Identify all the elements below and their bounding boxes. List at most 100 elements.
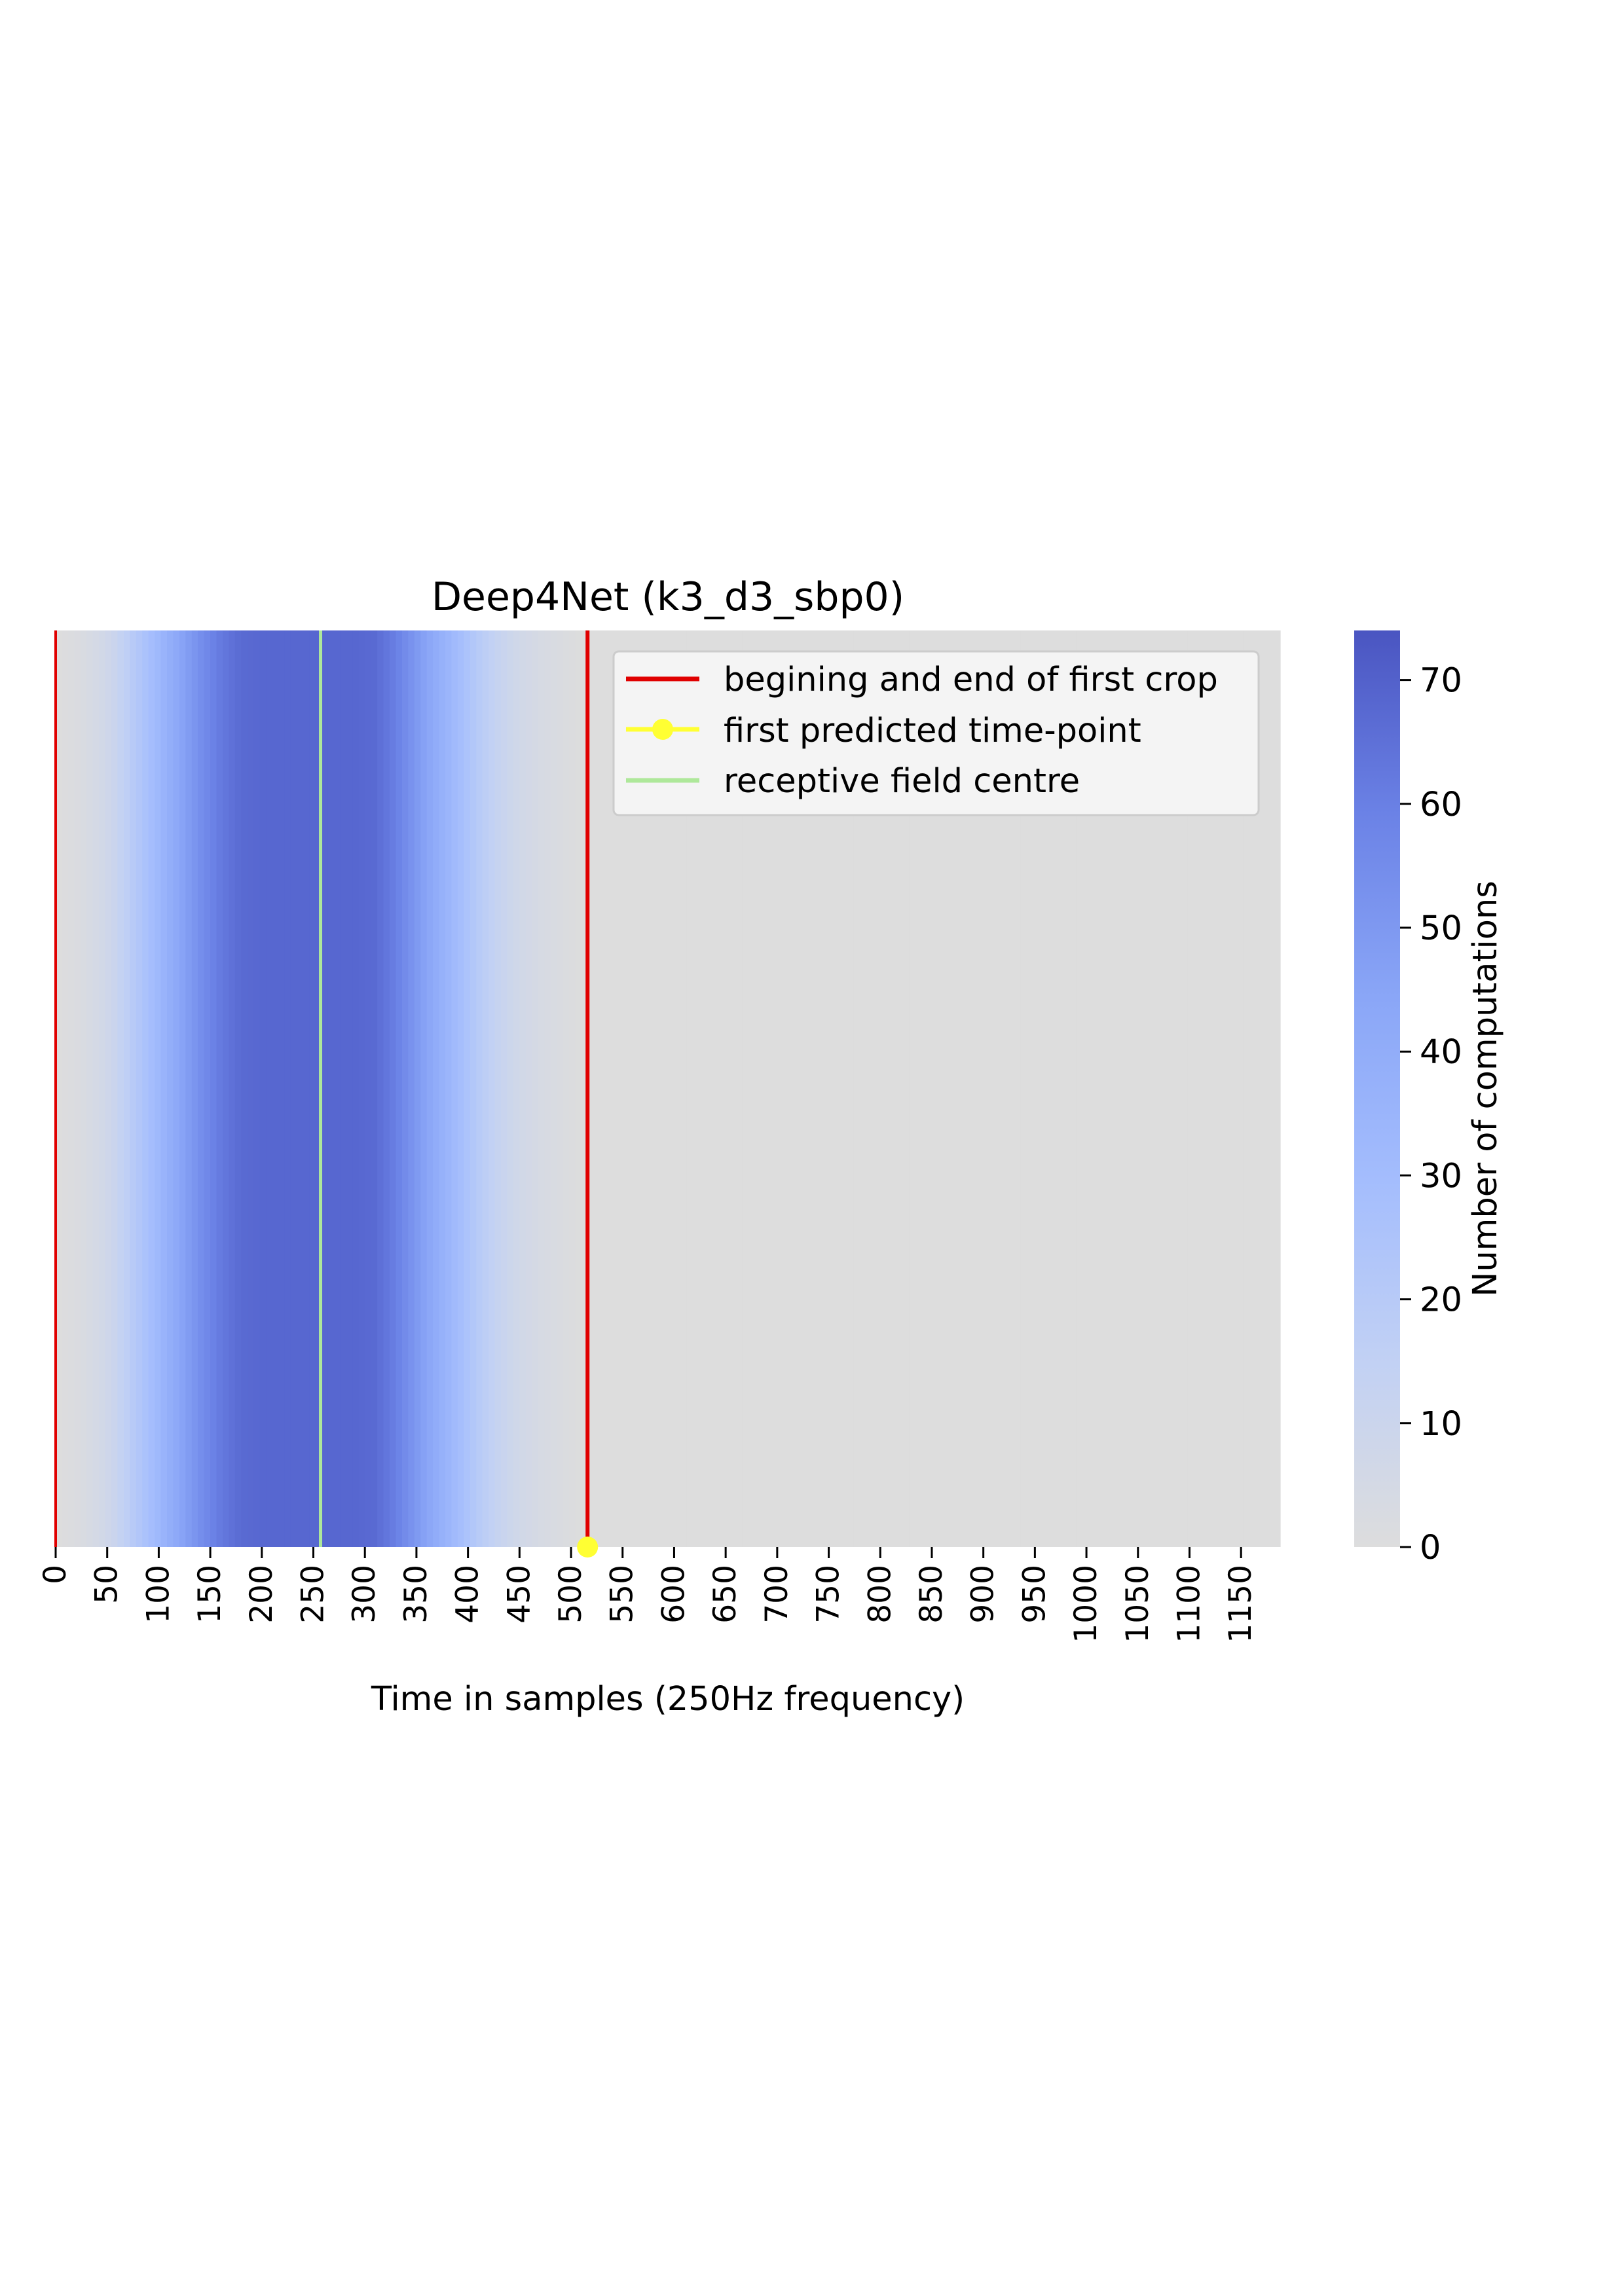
heatmap-cell bbox=[247, 630, 254, 1547]
heatmap-cell bbox=[1162, 630, 1170, 1547]
heatmap-cell bbox=[241, 630, 248, 1547]
heatmap-cell bbox=[1094, 630, 1101, 1547]
heatmap-cell bbox=[1137, 630, 1145, 1547]
heatmap-cell bbox=[457, 630, 464, 1547]
heatmap-cell bbox=[1274, 630, 1281, 1547]
heatmap-cell bbox=[1132, 630, 1139, 1547]
heatmap-cell bbox=[742, 630, 749, 1547]
heatmap-cell bbox=[80, 630, 87, 1547]
heatmap-cell bbox=[1181, 630, 1188, 1547]
heatmap-cell bbox=[699, 630, 706, 1547]
heatmap-cell bbox=[92, 630, 100, 1547]
heatmap-cell bbox=[105, 630, 112, 1547]
heatmap-cell bbox=[1058, 630, 1065, 1547]
heatmap-cell bbox=[729, 630, 737, 1547]
x-tick-label: 150 bbox=[192, 1565, 228, 1624]
heatmap-cell bbox=[519, 630, 526, 1547]
heatmap-cell bbox=[1125, 630, 1132, 1547]
heatmap-cell bbox=[513, 630, 520, 1547]
heatmap-cell bbox=[210, 630, 217, 1547]
heatmap-cell bbox=[476, 630, 483, 1547]
x-tick-label: 0 bbox=[37, 1565, 73, 1584]
legend-label-prediction: first predicted time-point bbox=[724, 712, 1141, 750]
heatmap-cell bbox=[1002, 630, 1009, 1547]
heatmap-cell bbox=[67, 630, 75, 1547]
heatmap-cell bbox=[803, 630, 811, 1547]
heatmap-cell bbox=[538, 630, 545, 1547]
heatmap-cell bbox=[155, 630, 162, 1547]
heatmap-cell bbox=[1193, 630, 1200, 1547]
heatmap-cell bbox=[995, 630, 1003, 1547]
heatmap-cell bbox=[327, 630, 335, 1547]
heatmap-cell bbox=[117, 630, 124, 1547]
colorbar: 0 10 20 30 40 50 60 70 bbox=[1354, 630, 1462, 1567]
heatmap-cell bbox=[593, 630, 600, 1547]
heatmap-cell bbox=[507, 630, 514, 1547]
heatmap-cells bbox=[56, 630, 1281, 1547]
heatmap-cell bbox=[525, 630, 532, 1547]
heatmap-cell bbox=[1218, 630, 1225, 1547]
heatmap-cell bbox=[1026, 630, 1033, 1547]
heatmap-cell bbox=[1033, 630, 1040, 1547]
heatmap-cell bbox=[674, 630, 681, 1547]
heatmap-cell bbox=[408, 630, 415, 1547]
legend: begining and end of first crop first pre… bbox=[612, 650, 1260, 816]
heatmap-cell bbox=[680, 630, 687, 1547]
heatmap-cell bbox=[705, 630, 712, 1547]
heatmap-cell bbox=[816, 630, 823, 1547]
legend-box bbox=[612, 650, 1260, 816]
heatmap-cell bbox=[686, 630, 693, 1547]
heatmap-cell bbox=[557, 630, 564, 1547]
heatmap-cell bbox=[915, 630, 922, 1547]
heatmap-cell bbox=[358, 630, 365, 1547]
x-tick-label: 950 bbox=[1016, 1565, 1052, 1624]
heatmap-cell bbox=[414, 630, 421, 1547]
legend-label-centre: receptive field centre bbox=[724, 762, 1080, 801]
heatmap-cell bbox=[439, 630, 446, 1547]
colorbar-tick-label: 0 bbox=[1420, 1529, 1441, 1567]
heatmap-cell bbox=[489, 630, 496, 1547]
heatmap-cell bbox=[649, 630, 656, 1547]
heatmap-cell bbox=[866, 630, 873, 1547]
colorbar-tick-label: 10 bbox=[1420, 1405, 1462, 1444]
colorbar-ticks: 0 10 20 30 40 50 60 70 bbox=[1400, 662, 1462, 1567]
x-tick-label: 600 bbox=[655, 1565, 692, 1624]
heatmap-cell bbox=[365, 630, 372, 1547]
heatmap-cell bbox=[1076, 630, 1083, 1547]
colorbar-tick-label: 20 bbox=[1420, 1281, 1462, 1320]
x-tick-label: 250 bbox=[295, 1565, 331, 1624]
heatmap-cell bbox=[303, 630, 310, 1547]
heatmap-cell bbox=[148, 630, 155, 1547]
colorbar-tick-label: 40 bbox=[1420, 1033, 1462, 1072]
heatmap-cell bbox=[464, 630, 471, 1547]
heatmap-cell bbox=[878, 630, 885, 1547]
heatmap-cell bbox=[779, 630, 786, 1547]
heatmap-cell bbox=[655, 630, 663, 1547]
heatmap-cell bbox=[1236, 630, 1244, 1547]
x-tick-label: 700 bbox=[759, 1565, 795, 1624]
heatmap-cell bbox=[173, 630, 180, 1547]
heatmap-cell bbox=[1051, 630, 1058, 1547]
heatmap-cell bbox=[278, 630, 286, 1547]
heatmap-cell bbox=[835, 630, 842, 1547]
heatmap-cell bbox=[661, 630, 669, 1547]
heatmap-cell bbox=[253, 630, 261, 1547]
heatmap-cell bbox=[544, 630, 551, 1547]
heatmap-cell bbox=[1212, 630, 1219, 1547]
heatmap-cell bbox=[1230, 630, 1238, 1547]
heatmap-cell bbox=[1268, 630, 1275, 1547]
heatmap-cell bbox=[352, 630, 360, 1547]
heatmap-cell bbox=[853, 630, 860, 1547]
heatmap-cell bbox=[977, 630, 984, 1547]
heatmap-cell bbox=[74, 630, 81, 1547]
heatmap-cell bbox=[600, 630, 607, 1547]
heatmap-cell bbox=[606, 630, 613, 1547]
heatmap-cell bbox=[198, 630, 205, 1547]
heatmap-cell bbox=[970, 630, 978, 1547]
x-tick-label: 500 bbox=[553, 1565, 589, 1624]
heatmap-cell bbox=[371, 630, 378, 1547]
heatmap-cell bbox=[934, 630, 941, 1547]
heatmap-cell bbox=[346, 630, 353, 1547]
heatmap-cell bbox=[309, 630, 316, 1547]
heatmap-cell bbox=[952, 630, 959, 1547]
